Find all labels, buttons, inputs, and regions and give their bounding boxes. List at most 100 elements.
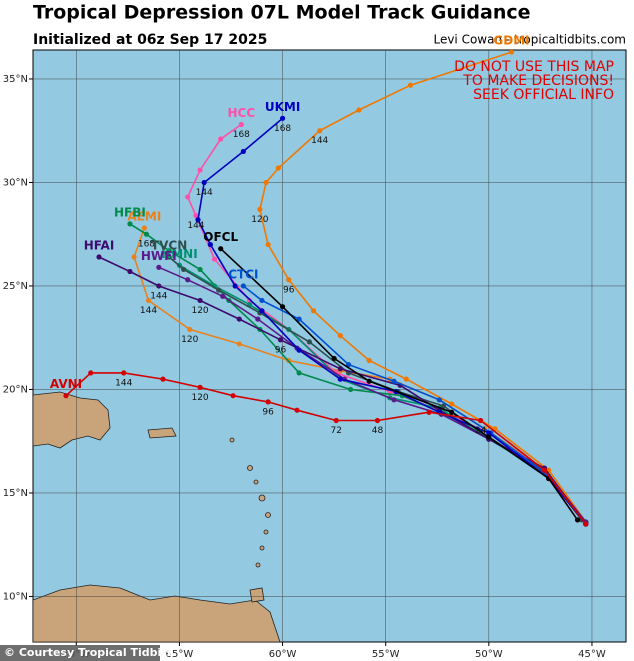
- forecast-hour: 96: [283, 285, 295, 295]
- labels: 96 120 144 GDMI 120 144 AEMI 144 168 HCC 168 HFBI HM…: [50, 34, 530, 436]
- track-point: [230, 393, 236, 399]
- track-point: [216, 287, 222, 293]
- forecast-hour: 120: [181, 335, 198, 345]
- track-point: [279, 304, 286, 310]
- land: [33, 391, 281, 642]
- track-point: [263, 179, 269, 186]
- track-point: [180, 266, 187, 273]
- track-point: [201, 179, 207, 186]
- y-tick-label: 35°N: [3, 74, 28, 85]
- model-name: HWFI: [141, 249, 177, 263]
- track-point: [486, 430, 492, 436]
- forecast-hour: 144: [196, 188, 213, 198]
- track-point: [574, 517, 581, 523]
- model-name: AVNI: [50, 377, 82, 391]
- model-name: TVCN: [151, 238, 187, 252]
- x-tick-label: 50°W: [475, 649, 503, 660]
- track-point: [366, 378, 372, 384]
- track-point: [121, 370, 127, 376]
- forecast-hour: 24: [475, 426, 487, 436]
- forecast-hour: 144: [140, 306, 157, 316]
- credit: © Courtesy Tropical Tidbits: [4, 646, 173, 659]
- track-point: [306, 339, 312, 345]
- track-point: [426, 409, 432, 415]
- track-point: [449, 401, 455, 407]
- forecast-hour: 144: [187, 221, 204, 231]
- track-point: [255, 316, 261, 322]
- track-line: [65, 372, 587, 525]
- track-point: [211, 256, 218, 262]
- x-tick-label: 65°W: [166, 649, 194, 660]
- tracks: [63, 50, 589, 527]
- track-point: [356, 107, 362, 113]
- track-point: [240, 283, 246, 289]
- track-point: [279, 115, 286, 121]
- track-point: [337, 376, 343, 382]
- track-point: [207, 241, 213, 248]
- track-point: [197, 297, 203, 304]
- track-point: [407, 82, 414, 88]
- track-point: [197, 167, 203, 173]
- forecast-hour: 168: [274, 124, 291, 134]
- model-name: HMNI: [161, 247, 198, 261]
- track-point: [156, 264, 162, 270]
- track-point: [436, 397, 442, 403]
- author: Levi Cowan - tropicaltidbits.com: [433, 33, 626, 47]
- track-point: [195, 217, 201, 223]
- track-point: [374, 417, 381, 424]
- y-tick-label: 20°N: [3, 384, 28, 395]
- title: Tropical Depression 07L Model Track Guid…: [33, 2, 531, 24]
- track-point: [265, 399, 271, 405]
- track-point: [296, 316, 302, 322]
- model-name: OFCL: [203, 230, 238, 244]
- track-point: [257, 206, 263, 212]
- forecast-hour: 48: [372, 426, 384, 436]
- model-name: UKMI: [265, 100, 300, 114]
- warning: SEEK OFFICIAL INFO: [473, 87, 614, 103]
- track-point: [187, 326, 193, 333]
- model-name: GDMI: [493, 34, 529, 48]
- track-point: [337, 333, 343, 339]
- warning: DO NOT USE THIS MAP: [454, 59, 614, 75]
- track-point: [259, 308, 265, 314]
- track-point: [265, 241, 271, 248]
- model-name: HFAI: [84, 238, 115, 252]
- forecast-hour: 168: [138, 240, 155, 250]
- track-point: [185, 194, 191, 200]
- track-point: [145, 297, 152, 304]
- track-point: [296, 347, 302, 353]
- credit-bg: [0, 645, 160, 661]
- track-point: [131, 254, 137, 260]
- y-tick-label: 10°N: [3, 591, 28, 602]
- track-point: [166, 254, 172, 260]
- forecast-hour: 144: [150, 291, 167, 301]
- track-point: [197, 266, 203, 273]
- track-point: [403, 376, 409, 382]
- track-point: [348, 386, 354, 393]
- track-point: [294, 407, 300, 413]
- track-point: [156, 283, 162, 289]
- track-point: [141, 225, 147, 231]
- track-point: [236, 316, 242, 322]
- forecast-hour: 144: [115, 378, 132, 388]
- track-point: [143, 231, 150, 237]
- track-point: [160, 376, 166, 382]
- track-point: [166, 248, 172, 254]
- track-point: [583, 521, 589, 527]
- track-point: [197, 384, 203, 390]
- track-point: [331, 355, 337, 362]
- track-point: [440, 403, 447, 409]
- forecast-hour: 144: [311, 136, 328, 146]
- track-point: [333, 417, 339, 424]
- track-point: [240, 148, 246, 155]
- x-tick-label: 45°W: [578, 649, 606, 660]
- track-point: [220, 293, 226, 299]
- track-point: [96, 254, 102, 260]
- y-tick-label: 15°N: [3, 488, 28, 499]
- track-point: [366, 357, 372, 364]
- track-point: [277, 337, 284, 343]
- track-line: [220, 248, 579, 521]
- model-name: HFBI: [114, 205, 146, 219]
- forecast-hour: 168: [233, 130, 250, 140]
